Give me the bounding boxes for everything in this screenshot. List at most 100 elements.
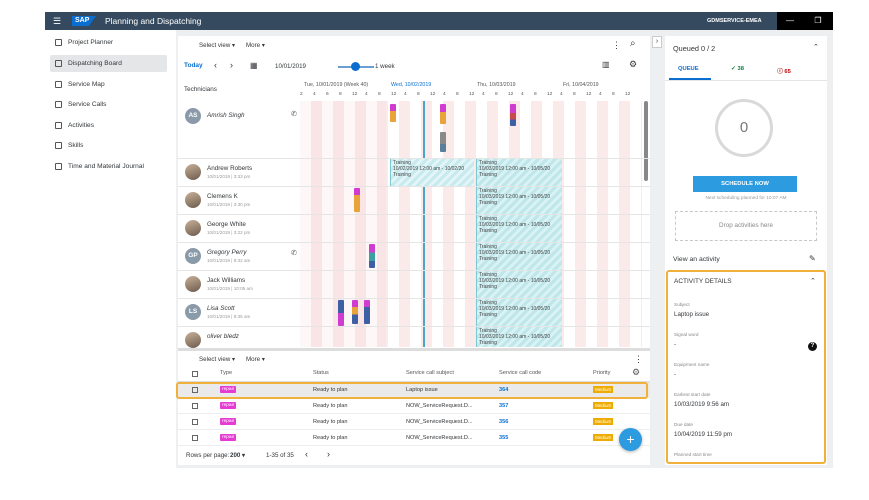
tab-ok[interactable]: ✓ 38 [731, 66, 744, 72]
avatar: AS [185, 108, 201, 124]
service-call-code-link[interactable]: 357 [499, 403, 509, 409]
technician-row[interactable]: Andrew Roberts 10/01/2019 | 3:33 pm [178, 158, 300, 186]
more-dropdown[interactable]: More ▾ [246, 42, 265, 49]
training-block[interactable]: Training 10/03/2019 12:00 am - 10/05/20 … [476, 299, 562, 326]
activity-bar[interactable] [364, 300, 370, 324]
nav-item-project-planner[interactable]: Project Planner [50, 34, 167, 51]
select-all-checkbox[interactable] [192, 371, 198, 377]
prev-icon[interactable]: ‹ [214, 60, 217, 70]
row-checkbox[interactable] [192, 403, 198, 409]
date-input[interactable]: 10/01/2019 [275, 63, 306, 70]
activity-bar[interactable] [390, 104, 396, 122]
technician-row[interactable]: Clemens K 10/01/2019 | 3:30 pm [178, 186, 300, 214]
tenant-label[interactable]: GDMSERVICE-EMEA [707, 18, 762, 24]
chevron-up-icon[interactable]: ⌃ [810, 278, 816, 285]
technician-row[interactable]: GP Gregory Perry 10/01/2019 | 9:32 am ✆ [178, 242, 300, 270]
vertical-scrollbar[interactable] [644, 101, 648, 181]
training-block[interactable]: Training 10/03/2019 12:00 am - 10/05/20 … [476, 187, 562, 214]
column-header[interactable]: Service call code [499, 370, 542, 376]
add-activity-button[interactable]: + [619, 428, 642, 451]
tab-warnings[interactable]: ⓘ 65 [777, 69, 791, 75]
service-call-code-link[interactable]: 355 [499, 435, 509, 441]
column-header[interactable]: Priority [593, 370, 611, 376]
training-block[interactable]: Training 10/03/2019 12:00 am - 10/05/20 … [476, 215, 562, 242]
avatar [185, 192, 201, 208]
training-block[interactable]: Training 10/03/2019 12:00 am - 10/05/20 … [476, 327, 562, 347]
range-label: 1 week [375, 63, 395, 70]
column-header[interactable]: Status [313, 370, 329, 376]
table-row[interactable]: repair Ready to plan NOW_ServiceRequest.D.… [178, 414, 650, 430]
queue-panel: Queued 0 / 2 ⌃ QUEUE ✓ 38 ⓘ 65 0 SCHEDUL… [665, 36, 827, 465]
column-header[interactable]: Type [220, 370, 233, 376]
field-value: - [674, 371, 677, 378]
minimize-button[interactable]: — [777, 12, 803, 30]
more-options-icon[interactable]: ⋮ [612, 40, 621, 50]
row-checkbox[interactable] [192, 435, 198, 441]
training-block[interactable]: Training 10/02/2019 12:00 am - 10/02/20 … [390, 159, 474, 186]
avatar: GP [185, 248, 201, 264]
view-activity-label: View an activity [673, 256, 720, 263]
select-view-dropdown[interactable]: Select view ▾ [199, 356, 236, 363]
queued-title: Queued 0 / 2 [673, 44, 716, 53]
pane-splitter[interactable] [178, 348, 650, 351]
row-checkbox[interactable] [192, 387, 198, 393]
service-call-code-link[interactable]: 356 [499, 419, 509, 425]
more-options-icon[interactable]: ⋮ [634, 354, 643, 364]
restore-button[interactable]: ❐ [803, 12, 833, 30]
nav-item-activities[interactable]: Activities [50, 117, 167, 134]
type-tag: repair [220, 386, 237, 393]
nav-item-skills[interactable]: Skills [50, 137, 167, 154]
journal-icon [55, 163, 62, 170]
drop-zone[interactable]: Drop activities here [675, 211, 817, 241]
prev-page-icon[interactable]: ‹ [305, 449, 308, 459]
rows-per-page-label: Rows per page: [186, 452, 230, 459]
nav-item-service-calls[interactable]: Service Calls [50, 96, 167, 113]
search-icon[interactable]: ⌕ [630, 38, 636, 49]
calendar-icon[interactable]: ▦ [250, 61, 258, 70]
menu-icon[interactable]: ☰ [53, 16, 62, 26]
training-block[interactable]: Training 10/03/2019 12:00 am - 10/05/20 … [476, 159, 562, 186]
column-header[interactable]: Service call subject [406, 370, 454, 376]
training-block[interactable]: Training 10/03/2019 12:00 am - 10/05/20 … [476, 243, 562, 270]
rows-per-page-select[interactable]: 200 ▾ [230, 452, 246, 459]
more-dropdown[interactable]: More ▾ [246, 356, 265, 363]
phone-icon[interactable]: ✆ [291, 250, 297, 257]
chevron-up-icon[interactable]: ⌃ [813, 44, 819, 51]
phone-icon[interactable]: ✆ [291, 111, 297, 118]
collapse-panel-button[interactable]: › [652, 36, 662, 48]
nav-item-time-material[interactable]: Time and Material Journal [50, 158, 167, 175]
table-row[interactable]: repair Ready to plan NOW_ServiceRequest.D.… [178, 430, 650, 446]
today-button[interactable]: Today [184, 62, 203, 69]
nav-item-dispatching-board[interactable]: Dispatching Board [50, 55, 167, 72]
table-row[interactable]: repair Ready to plan NOW_ServiceRequest.D.… [178, 398, 650, 414]
activity-bar[interactable] [440, 132, 446, 152]
select-view-dropdown[interactable]: Select view ▾ [199, 42, 236, 49]
technician-row[interactable]: AS Amrish Singh ✆ [178, 102, 300, 158]
tab-queue[interactable]: QUEUE [678, 66, 699, 72]
settings-icon[interactable]: ⚙ [629, 59, 638, 69]
next-page-icon[interactable]: › [327, 449, 330, 459]
row-checkbox[interactable] [192, 419, 198, 425]
help-icon[interactable]: ? [808, 342, 817, 351]
nav-item-service-map[interactable]: Service Map [50, 76, 167, 93]
training-block[interactable]: Training 10/03/2019 12:00 am - 10/05/20 … [476, 271, 562, 298]
schedule-now-button[interactable]: SCHEDULE NOW [693, 176, 797, 192]
technician-row[interactable]: LS Lisa Scott 10/01/2019 | 9:35 am [178, 298, 300, 326]
zoom-slider-handle[interactable] [351, 62, 360, 71]
table-settings-icon[interactable]: ⚙ [632, 367, 641, 377]
technician-row[interactable]: George White 10/01/2019 | 3:22 pm [178, 214, 300, 242]
pencil-icon[interactable]: ✎ [809, 254, 816, 263]
technician-row[interactable]: Jack Williams 10/01/2019 | 10:05 am [178, 270, 300, 298]
activity-bar[interactable] [354, 188, 360, 212]
activity-bar[interactable] [338, 300, 344, 326]
activity-bar[interactable] [510, 104, 516, 126]
technician-row[interactable]: oliver bledz [178, 326, 300, 348]
activity-bar[interactable] [352, 300, 358, 324]
highlighted-row-frame [176, 382, 648, 399]
service-call-code-link[interactable]: 364 [499, 387, 509, 393]
activity-bar[interactable] [440, 104, 446, 124]
activity-bar[interactable] [369, 244, 375, 268]
map-icon[interactable]: ▥ [602, 60, 610, 69]
next-icon[interactable]: › [230, 60, 233, 70]
priority-badge: Medium [593, 434, 614, 441]
